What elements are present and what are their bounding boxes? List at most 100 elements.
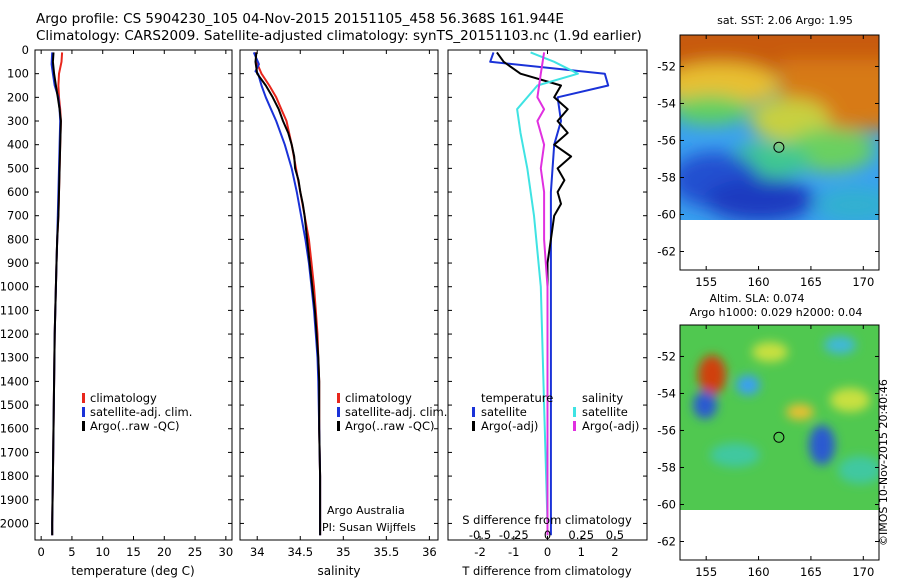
x-tick-label: -1 [508, 545, 519, 559]
legend-label-argo: Argo(..raw -QC) [345, 419, 435, 433]
chart-title-line2: Climatology: CARS2009. Satellite-adjuste… [36, 28, 642, 44]
lon-tick-label: 165 [800, 565, 822, 579]
depth-tick-label: 1200 [0, 327, 29, 341]
lat-tick-label: -52 [657, 349, 676, 363]
legend-swatch-t-argo [472, 421, 475, 431]
lat-tick-label: -60 [657, 207, 676, 221]
lat-tick-label: -62 [657, 244, 676, 258]
t-difference-label: T difference from climatology [461, 564, 632, 578]
depth-tick-label: 2000 [0, 516, 29, 530]
legend-label-t-satellite: satellite [481, 405, 527, 419]
difference-panel: -2 -1 0 1 2 -0.5 -0.25 0 0.25 0.5 S difference fr… [447, 49, 648, 578]
x-tick-label: 15 [126, 545, 141, 559]
s-tick-label: 0.5 [606, 528, 624, 542]
legend-label-t-argo: Argo(-adj) [481, 419, 538, 433]
legend-swatch-argo [337, 421, 340, 431]
x-tick-label: 34 [250, 545, 265, 559]
lat-tick-label: -58 [657, 170, 676, 184]
series-line-2 [516, 51, 579, 536]
lat-tick-label: -60 [657, 497, 676, 511]
depth-tick-label: 900 [7, 256, 29, 270]
depth-tick-label: 200 [7, 90, 29, 104]
legend-title-salinity: salinity [582, 391, 623, 405]
salinity-frame [239, 49, 439, 541]
legend-label-argo: Argo(..raw -QC) [90, 419, 180, 433]
argo-position-marker [773, 431, 785, 443]
x-tick-label: 30 [219, 545, 234, 559]
s-tick-label: 0.25 [568, 528, 594, 542]
legend-swatch-t-satellite [472, 407, 475, 417]
lon-tick-label: 165 [800, 275, 822, 289]
lon-tick-label: 170 [852, 565, 874, 579]
depth-axis: 0 100 200 300 400 500 600 700 800 900 1000 1100 1200… [0, 43, 29, 530]
depth-tick-label: 1500 [0, 398, 29, 412]
lon-tick-label: 160 [748, 275, 770, 289]
lon-tick-label: 155 [695, 565, 717, 579]
depth-tick-label: 1100 [0, 303, 29, 317]
lon-tick-label: 170 [852, 275, 874, 289]
salinity-plot: 34 34.5 35 35.5 36 [240, 49, 438, 559]
lat-tick-label: -62 [657, 534, 676, 548]
legend-swatch-s-satellite [573, 407, 576, 417]
depth-tick-label: 1900 [0, 493, 29, 507]
difference-legend: temperature satellite Argo(-adj) salinit… [472, 391, 639, 433]
lat-tick-label: -56 [657, 423, 676, 437]
sla-map-panel: Altim. SLA: 0.074 Argo h1000: 0.029 h200… [657, 292, 880, 579]
lat-tick-label: -58 [657, 460, 676, 474]
x-tick-label: 34.5 [287, 545, 313, 559]
sla-heatmap [680, 325, 879, 510]
chart-title-line1: Argo profile: CS 5904230_105 04-Nov-2015… [36, 11, 564, 27]
series-line-3 [536, 52, 549, 536]
x-tick-label: 10 [95, 545, 110, 559]
s-tick-label: -0.25 [499, 528, 529, 542]
sst-map-axes: -52 -54 -56 -58 -60 -62 155 160 165 170 [657, 35, 879, 289]
x-tick-label: 0 [544, 545, 551, 559]
legend-label-satellite-clim: satellite-adj. clim. [345, 405, 447, 419]
principal-investigator-label: PI: Susan Wijffels [322, 521, 416, 534]
sst-map-panel: sat. SST: 2.06 Argo: 1.95 -52 -54 -56 -58 -6… [657, 14, 880, 289]
s-tick-label: 0 [544, 528, 551, 542]
sla-map-frame [679, 324, 880, 561]
depth-tick-label: 700 [7, 209, 29, 223]
lat-tick-label: -54 [657, 96, 676, 110]
lon-tick-label: 155 [695, 275, 717, 289]
legend-swatch-satellite-clim [337, 407, 340, 417]
series-line-2 [51, 52, 62, 536]
sst-heatmap [680, 35, 879, 220]
lat-tick-label: -54 [657, 386, 676, 400]
depth-tick-label: 0 [22, 43, 29, 57]
temperature-xlabel: temperature (deg C) [71, 564, 194, 578]
depth-tick-label: 600 [7, 185, 29, 199]
temperature-plot: 0 5 10 15 20 25 30 [35, 49, 234, 559]
temperature-frame [34, 49, 233, 541]
depth-tick-label: 1000 [0, 280, 29, 294]
legend-swatch-satellite-clim [82, 407, 85, 417]
lat-tick-label: -52 [657, 59, 676, 73]
sla-map-axes: -52 -54 -56 -58 -60 -62 155 160 165 170 [657, 325, 879, 579]
x-tick-label: 1 [578, 545, 585, 559]
x-tick-label: 25 [188, 545, 203, 559]
depth-tick-label: 800 [7, 232, 29, 246]
x-tick-label: -2 [474, 545, 485, 559]
temperature-legend: climatology satellite-adj. clim. Argo(..… [82, 391, 192, 433]
depth-tick-label: 300 [7, 114, 29, 128]
depth-tick-label: 1400 [0, 374, 29, 388]
legend-label-satellite-clim: satellite-adj. clim. [90, 405, 192, 419]
x-tick-label: 35 [336, 545, 351, 559]
legend-swatch-s-argo [573, 421, 576, 431]
x-tick-label: 36 [422, 545, 437, 559]
s-difference-label: S difference from climatology [462, 513, 632, 527]
lat-tick-label: -56 [657, 133, 676, 147]
legend-title-temperature: temperature [481, 391, 553, 405]
depth-tick-label: 1300 [0, 351, 29, 365]
x-tick-label: 20 [157, 545, 172, 559]
data-centre-label: Argo Australia [327, 504, 405, 517]
argo-position-marker [773, 141, 785, 153]
s-tick-label: -0.5 [469, 528, 491, 542]
depth-tick-label: 100 [7, 67, 29, 81]
legend-label-s-satellite: satellite [582, 405, 628, 419]
x-tick-label: 35.5 [374, 545, 400, 559]
x-tick-label: 2 [611, 545, 618, 559]
depth-tick-label: 1700 [0, 445, 29, 459]
